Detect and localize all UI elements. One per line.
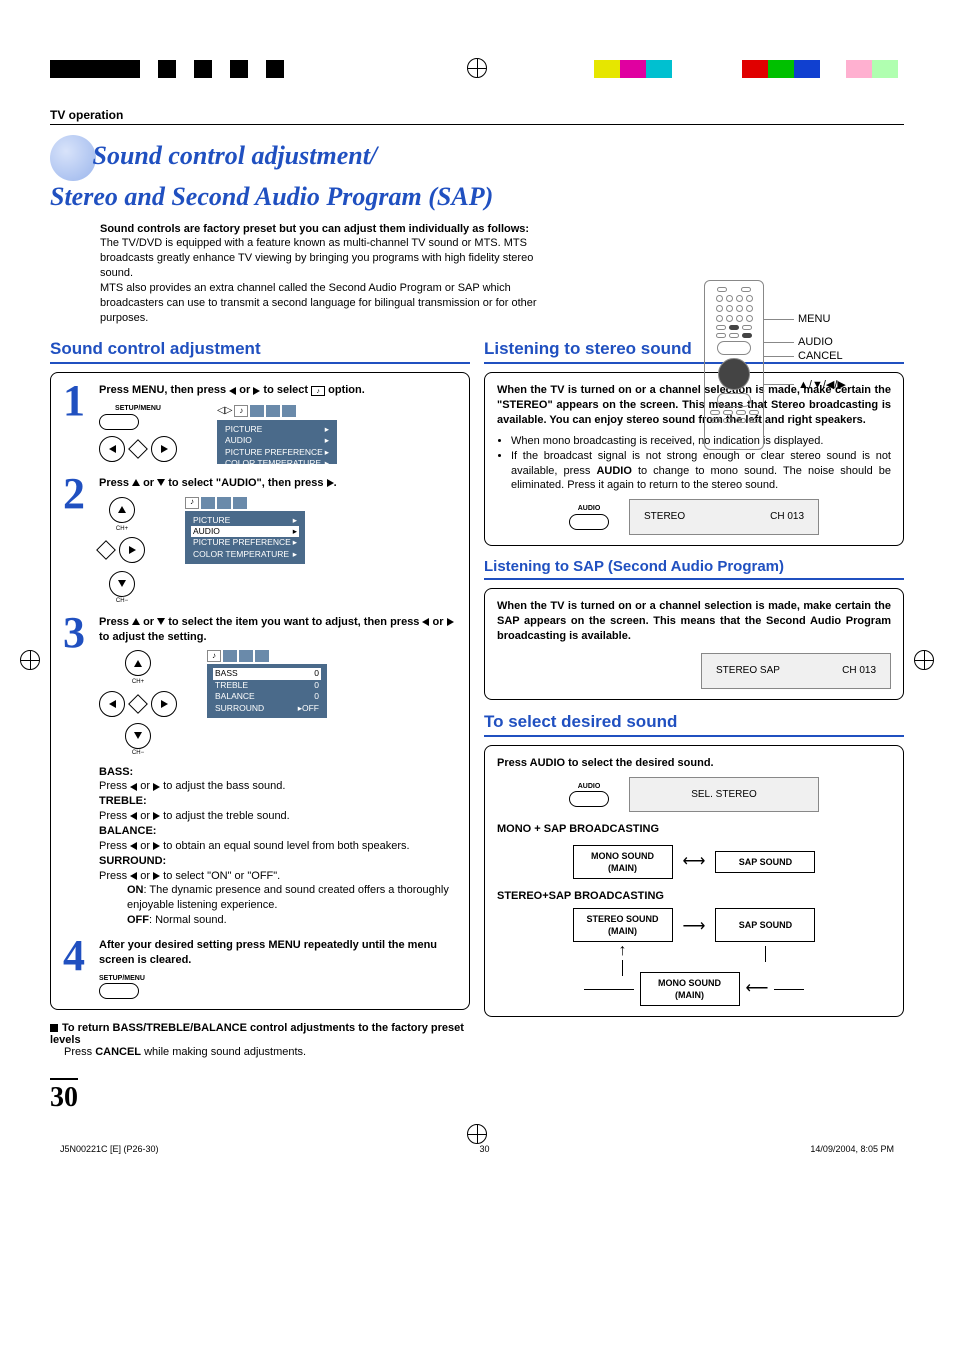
stereo-sap-title: STEREO+SAP BROADCASTING — [497, 889, 891, 904]
osd-menu-1: PICTURE▸AUDIO▸PICTURE PREFERENCE▸COLOR T… — [217, 420, 337, 464]
osd-menu-3: BASS0TREBLE0BALANCE0SURROUND▸OFF — [207, 664, 327, 718]
accent-circle-icon — [50, 135, 96, 181]
sap-panel: When the TV is turned on or a channel se… — [484, 588, 904, 700]
page-title: Sound control adjustment/ Stereo and Sec… — [50, 135, 904, 214]
step-3: 3 Press or to select the item you want t… — [63, 615, 457, 928]
select-sound-panel: Press AUDIO to select the desired sound.… — [484, 745, 904, 1017]
remote-diagram: MENU AUDIO CANCEL ▲/▼/◀/▶ — [704, 280, 844, 450]
up-arrow-icon: ↑ — [619, 946, 627, 956]
balance-description: BALANCE: Press or to obtain an equal sou… — [99, 824, 457, 854]
registration-mark-icon — [20, 650, 40, 670]
page-number: 30 — [50, 1078, 78, 1114]
remote-label-arrows: ▲/▼/◀/▶ — [798, 378, 846, 391]
registration-mark-icon — [467, 1124, 487, 1144]
bass-description: BASS: Press or to adjust the bass sound. — [99, 765, 457, 795]
remote-body — [704, 280, 764, 450]
remote-label-menu: MENU — [798, 313, 830, 325]
sel-display: SEL. STEREO — [629, 777, 819, 813]
nav-button-graphic-full: CH+ CH− — [99, 650, 177, 756]
sap-display: STEREO SAP CH 013 — [701, 653, 891, 689]
left-section-title: Sound control adjustment — [50, 339, 470, 364]
step-2: 2 Press or to select "AUDIO", then press… — [63, 476, 457, 605]
left-arrow-icon: ⟵ — [746, 978, 769, 1000]
stereo-display: STEREO CH 013 — [629, 499, 819, 535]
right-arrow-icon: ⟶ — [683, 908, 706, 938]
left-panel: 1 Press MENU, then press or to select ♪ … — [50, 372, 470, 1010]
mono-sap-flow: MONO SOUND(MAIN) ⟷ SAP SOUND — [497, 845, 891, 879]
section-header: TV operation — [50, 108, 904, 125]
select-sound-title: To select desired sound — [484, 712, 904, 737]
osd-menu-2: PICTURE▸AUDIO▸PICTURE PREFERENCE▸COLOR T… — [185, 511, 305, 565]
step-1: 1 Press MENU, then press or to select ♪ … — [63, 383, 457, 465]
remote-label-cancel: CANCEL — [798, 350, 843, 362]
intro-text: Sound controls are factory preset but yo… — [100, 222, 560, 326]
step-4: 4 After your desired setting press MENU … — [63, 938, 457, 999]
footer: J5N00221C [E] (P26-30) 30 14/09/2004, 8:… — [50, 1144, 904, 1154]
factory-reset-note: To return BASS/TREBLE/BALANCE control ad… — [50, 1022, 470, 1058]
bidirectional-arrow-icon: ⟷ — [683, 851, 706, 873]
registration-mark-icon — [467, 58, 487, 78]
sap-section-title: Listening to SAP (Second Audio Program) — [484, 558, 904, 580]
mono-sap-title: MONO + SAP BROADCASTING — [497, 822, 891, 837]
nav-button-graphic: CH+ CH− — [99, 497, 145, 605]
registration-mark-icon — [914, 650, 934, 670]
audio-button-graphic: AUDIO — [569, 504, 609, 529]
menu-button-graphic: SETUP/MENU — [99, 404, 177, 465]
audio-button-graphic: AUDIO — [569, 782, 609, 807]
treble-description: TREBLE: Press or to adjust the treble so… — [99, 794, 457, 824]
remote-label-audio: AUDIO — [798, 336, 833, 348]
stereo-sap-flow: STEREO SOUND(MAIN) ↑ ⟶ SAP SOUND — [497, 908, 891, 976]
surround-description: SURROUND: Press or to select "ON" or "OF… — [99, 854, 457, 928]
menu-button-graphic: SETUP/MENU — [99, 974, 457, 999]
